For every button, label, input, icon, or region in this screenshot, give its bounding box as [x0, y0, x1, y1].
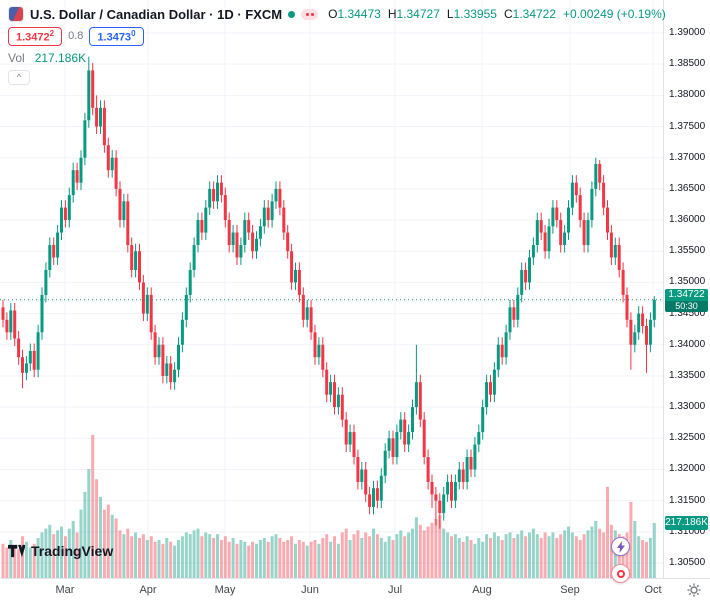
- time-axis[interactable]: Mar Apr May Jun Jul Aug Sep Oct: [0, 578, 710, 600]
- price-tick-label: 1.31500: [669, 494, 706, 506]
- market-status-dot-icon: [288, 10, 296, 18]
- price-tick-label: 1.35000: [669, 276, 706, 288]
- time-tick-label: Aug: [472, 584, 492, 596]
- change-value: +0.00249 (+0.19%): [563, 7, 666, 21]
- ohlc-values: O1.34473 H1.34727 L1.33955 C1.34722 +0.0…: [328, 7, 666, 21]
- ask-price-box[interactable]: 1.34730: [89, 27, 144, 46]
- instrument-flag-icon: [8, 6, 24, 22]
- symbol-title[interactable]: U.S. Dollar / Canadian Dollar · 1D · FXC…: [30, 6, 283, 22]
- time-tick-label: Oct: [644, 584, 662, 596]
- tradingview-logo-mark-icon: [8, 544, 25, 558]
- time-tick-label: May: [214, 584, 236, 596]
- hotlist-button[interactable]: [611, 564, 630, 583]
- symbol-legend: U.S. Dollar / Canadian Dollar · 1D · FXC…: [8, 6, 666, 90]
- price-tick-label: 1.30500: [669, 557, 706, 568]
- quick-action-buttons: [611, 537, 630, 583]
- bid-price-box[interactable]: 1.34722: [8, 27, 63, 46]
- collapse-legend-button[interactable]: ^: [8, 69, 30, 85]
- chevron-up-icon: ^: [16, 71, 22, 82]
- volume-badge: 217.186K: [665, 515, 708, 530]
- time-tick-label: Jun: [301, 584, 319, 596]
- price-tick-label: 1.37000: [669, 151, 706, 163]
- price-tick-label: 1.34000: [669, 338, 706, 350]
- price-tick-label: 1.33500: [669, 369, 706, 381]
- time-tick-label: Apr: [139, 584, 157, 596]
- spread-value: 0.8: [68, 30, 84, 43]
- price-tick-label: 1.31000: [669, 525, 706, 537]
- price-tick-label: 1.33000: [669, 401, 706, 413]
- price-tick-label: 1.36500: [669, 182, 706, 194]
- price-axis[interactable]: 1.34722 50:30 217.186K 1.39000 1.38500 1.3…: [663, 0, 710, 578]
- price-tick-label: 1.37500: [669, 120, 706, 132]
- price-tick-label: 1.32000: [669, 463, 706, 475]
- price-tick-label: 1.38500: [669, 58, 706, 70]
- lightning-icon: [616, 540, 625, 553]
- lightning-button[interactable]: [611, 537, 630, 556]
- delayed-data-icon: [301, 8, 319, 20]
- price-tick-label: 1.32500: [669, 432, 706, 444]
- red-donut-icon: [616, 569, 625, 578]
- price-tick-label: 1.36000: [669, 214, 706, 226]
- tradingview-logo-text: TradingView: [31, 543, 114, 559]
- current-price-badge: 1.34722 50:30: [665, 288, 708, 312]
- settings-gear-icon[interactable]: [687, 583, 701, 597]
- current-price-value: 1.34722: [665, 288, 708, 301]
- price-tick-label: 1.38000: [669, 89, 706, 101]
- time-tick-label: Sep: [560, 584, 580, 596]
- time-tick-label: Jul: [387, 584, 403, 596]
- price-tick-label: 1.39000: [669, 27, 706, 38]
- tradingview-logo[interactable]: TradingView: [8, 543, 113, 559]
- price-tick-label: 1.34500: [669, 307, 706, 319]
- bar-countdown: 50:30: [665, 300, 708, 312]
- price-tick-label: 1.35500: [669, 245, 706, 257]
- time-tick-label: Mar: [55, 584, 75, 596]
- volume-legend: Vol 217.186K: [8, 50, 87, 65]
